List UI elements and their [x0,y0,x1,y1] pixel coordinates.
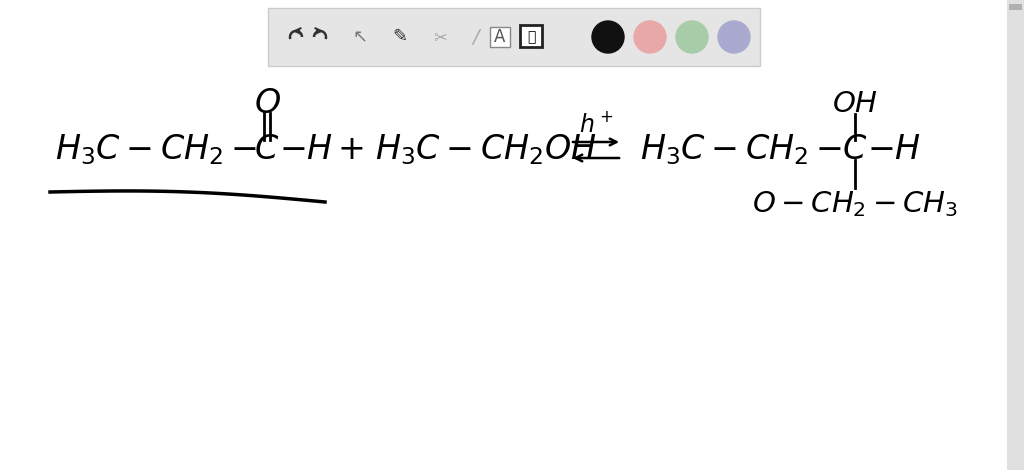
Text: $C$: $C$ [843,134,867,166]
Circle shape [634,21,666,53]
Bar [268,8,760,66]
Bar [1007,0,1024,470]
Text: A: A [495,28,506,46]
Text: $+$: $+$ [337,134,364,166]
Text: /: / [473,28,479,47]
Bar [520,25,542,47]
Text: $-H$: $-H$ [279,134,333,166]
Text: $-H$: $-H$ [867,134,922,166]
Bar [1009,4,1022,10]
Text: $O$: $O$ [254,88,281,120]
Text: $C$: $C$ [254,134,280,166]
Text: $H_3C-CH_2-$: $H_3C-CH_2-$ [55,133,257,167]
Text: ✎: ✎ [392,28,408,46]
Text: ↖: ↖ [352,28,368,46]
Text: $H_3C-CH_2OH$: $H_3C-CH_2OH$ [375,133,597,167]
Text: $O-CH_2-CH_3$: $O-CH_2-CH_3$ [752,189,958,219]
Bar [490,27,510,47]
Text: $OH$: $OH$ [831,90,878,118]
Text: 🖼: 🖼 [526,30,536,44]
Circle shape [592,21,624,53]
Circle shape [718,21,750,53]
Text: $H_3C-CH_2-$: $H_3C-CH_2-$ [640,133,843,167]
Circle shape [676,21,708,53]
Text: ✂: ✂ [433,28,446,46]
Text: $h^+$: $h^+$ [579,111,613,136]
